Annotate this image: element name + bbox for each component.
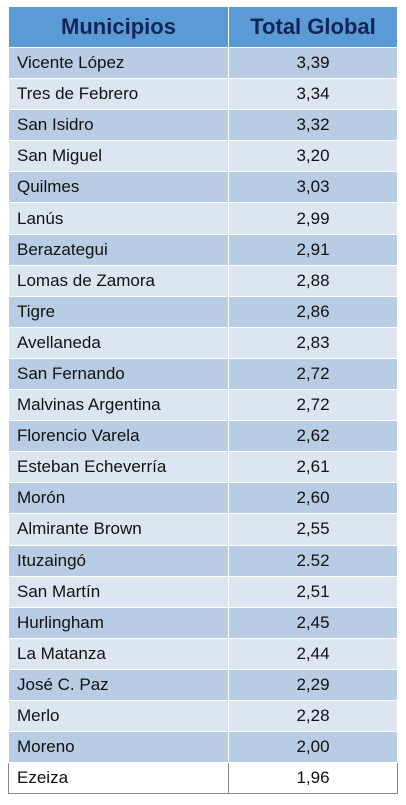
score-cell: 2,72 bbox=[228, 389, 398, 422]
table-row: La Matanza 2,44 bbox=[8, 637, 398, 670]
score-cell: 2,44 bbox=[228, 637, 398, 670]
table-row: Berazategui 2,91 bbox=[8, 233, 398, 266]
municipality-cell: La Matanza bbox=[8, 637, 229, 670]
municipality-cell: Vicente López bbox=[8, 46, 229, 80]
score-cell: 2,88 bbox=[228, 264, 398, 297]
table-row: Tres de Febrero 3,34 bbox=[8, 78, 398, 111]
score-cell: 2,29 bbox=[228, 668, 398, 701]
score-cell: 3,39 bbox=[228, 46, 398, 80]
score-cell: 2,51 bbox=[228, 575, 398, 608]
municipality-cell: Hurlingham bbox=[8, 606, 229, 639]
municipality-cell: Ituzaingó bbox=[8, 544, 229, 577]
table-row: Florencio Varela 2,62 bbox=[8, 420, 398, 453]
table-row: Lomas de Zamora 2,88 bbox=[8, 264, 398, 297]
table-row: Moreno 2,00 bbox=[8, 731, 398, 764]
table-row: Ituzaingó 2.52 bbox=[8, 544, 398, 577]
municipality-cell: José C. Paz bbox=[8, 668, 229, 701]
score-cell: 2,60 bbox=[228, 482, 398, 515]
municipality-cell: San Isidro bbox=[8, 109, 229, 142]
score-cell: 2,62 bbox=[228, 420, 398, 453]
score-cell: 2,55 bbox=[228, 513, 398, 546]
municipality-cell: Tigre bbox=[8, 295, 229, 328]
municipality-cell: Lanús bbox=[8, 202, 229, 235]
table-row: San Isidro 3,32 bbox=[8, 109, 398, 142]
municipality-cell: Berazategui bbox=[8, 233, 229, 266]
score-cell: 3,03 bbox=[228, 171, 398, 204]
municipality-cell: Moreno bbox=[8, 731, 229, 764]
header-cell: Total Global bbox=[228, 6, 398, 48]
municipality-cell: Malvinas Argentina bbox=[8, 389, 229, 422]
table-row: Quilmes 3,03 bbox=[8, 171, 398, 204]
table-row: San Miguel 3,20 bbox=[8, 140, 398, 173]
score-cell: 1,96 bbox=[228, 762, 398, 795]
header-cell: Municipios bbox=[8, 6, 229, 48]
score-cell: 2,83 bbox=[228, 326, 398, 359]
header-row: Municipios Total Global bbox=[8, 6, 398, 48]
score-cell: 2,28 bbox=[228, 699, 398, 733]
table-row: Vicente López 3,39 bbox=[8, 46, 398, 80]
score-cell: 2,61 bbox=[228, 451, 398, 484]
table-row: Ezeiza 1,96 bbox=[8, 762, 398, 795]
table-row: José C. Paz 2,29 bbox=[8, 668, 398, 701]
municipality-cell: Quilmes bbox=[8, 171, 229, 204]
score-cell: 2,72 bbox=[228, 357, 398, 391]
municipality-cell: San Fernando bbox=[8, 357, 229, 391]
municipality-cell: Merlo bbox=[8, 699, 229, 733]
score-cell: 2.52 bbox=[228, 544, 398, 577]
score-cell: 3,32 bbox=[228, 109, 398, 142]
score-cell: 2,99 bbox=[228, 202, 398, 235]
score-cell: 3,34 bbox=[228, 78, 398, 111]
table-row: Hurlingham 2,45 bbox=[8, 606, 398, 639]
table-row: Almirante Brown 2,55 bbox=[8, 513, 398, 546]
municipality-cell: Lomas de Zamora bbox=[8, 264, 229, 297]
table-row: San Martín 2,51 bbox=[8, 575, 398, 608]
table-row: Tigre 2,86 bbox=[8, 295, 398, 328]
ranking-table: Municipios Total Global Vicente López 3,3… bbox=[8, 6, 398, 795]
municipality-cell: Avellaneda bbox=[8, 326, 229, 359]
municipality-cell: Florencio Varela bbox=[8, 420, 229, 453]
table-body: Vicente López 3,39 Tres de Febrero 3,34 San … bbox=[8, 46, 398, 795]
municipality-cell: Morón bbox=[8, 482, 229, 515]
municipality-cell: San Martín bbox=[8, 575, 229, 608]
score-cell: 3,20 bbox=[228, 140, 398, 173]
municipality-cell: Esteban Echeverría bbox=[8, 451, 229, 484]
table-row: Lanús 2,99 bbox=[8, 202, 398, 235]
score-cell: 2,91 bbox=[228, 233, 398, 266]
score-cell: 2,00 bbox=[228, 731, 398, 764]
municipality-cell: Tres de Febrero bbox=[8, 78, 229, 111]
score-cell: 2,45 bbox=[228, 606, 398, 639]
table-row: Avellaneda 2,83 bbox=[8, 326, 398, 359]
table-row: Merlo 2,28 bbox=[8, 699, 398, 733]
municipality-cell: Almirante Brown bbox=[8, 513, 229, 546]
table-row: San Fernando 2,72 bbox=[8, 357, 398, 391]
score-cell: 2,86 bbox=[228, 295, 398, 328]
table-row: Malvinas Argentina 2,72 bbox=[8, 389, 398, 422]
table-row: Esteban Echeverría 2,61 bbox=[8, 451, 398, 484]
municipality-cell: Ezeiza bbox=[8, 762, 229, 795]
table-row: Morón 2,60 bbox=[8, 482, 398, 515]
municipality-cell: San Miguel bbox=[8, 140, 229, 173]
